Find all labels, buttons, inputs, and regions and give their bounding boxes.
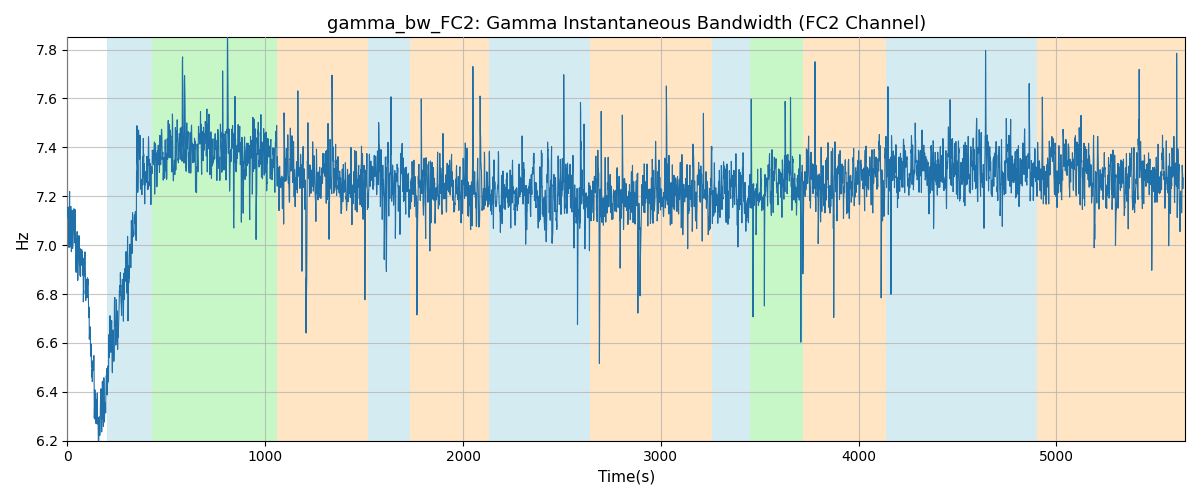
Bar — [368, 38, 409, 440]
Y-axis label: Hz: Hz — [16, 230, 30, 249]
Bar — [803, 38, 887, 440]
Bar — [277, 38, 368, 440]
Bar — [750, 38, 803, 440]
Title: gamma_bw_FC2: Gamma Instantaneous Bandwidth (FC2 Channel): gamma_bw_FC2: Gamma Instantaneous Bandwi… — [326, 15, 926, 34]
Bar — [887, 38, 1037, 440]
Bar — [107, 38, 152, 440]
Bar — [589, 38, 713, 440]
Bar — [1037, 38, 1186, 440]
Bar — [409, 38, 488, 440]
Bar — [713, 38, 750, 440]
Bar — [488, 38, 589, 440]
X-axis label: Time(s): Time(s) — [598, 470, 655, 485]
Bar — [152, 38, 277, 440]
